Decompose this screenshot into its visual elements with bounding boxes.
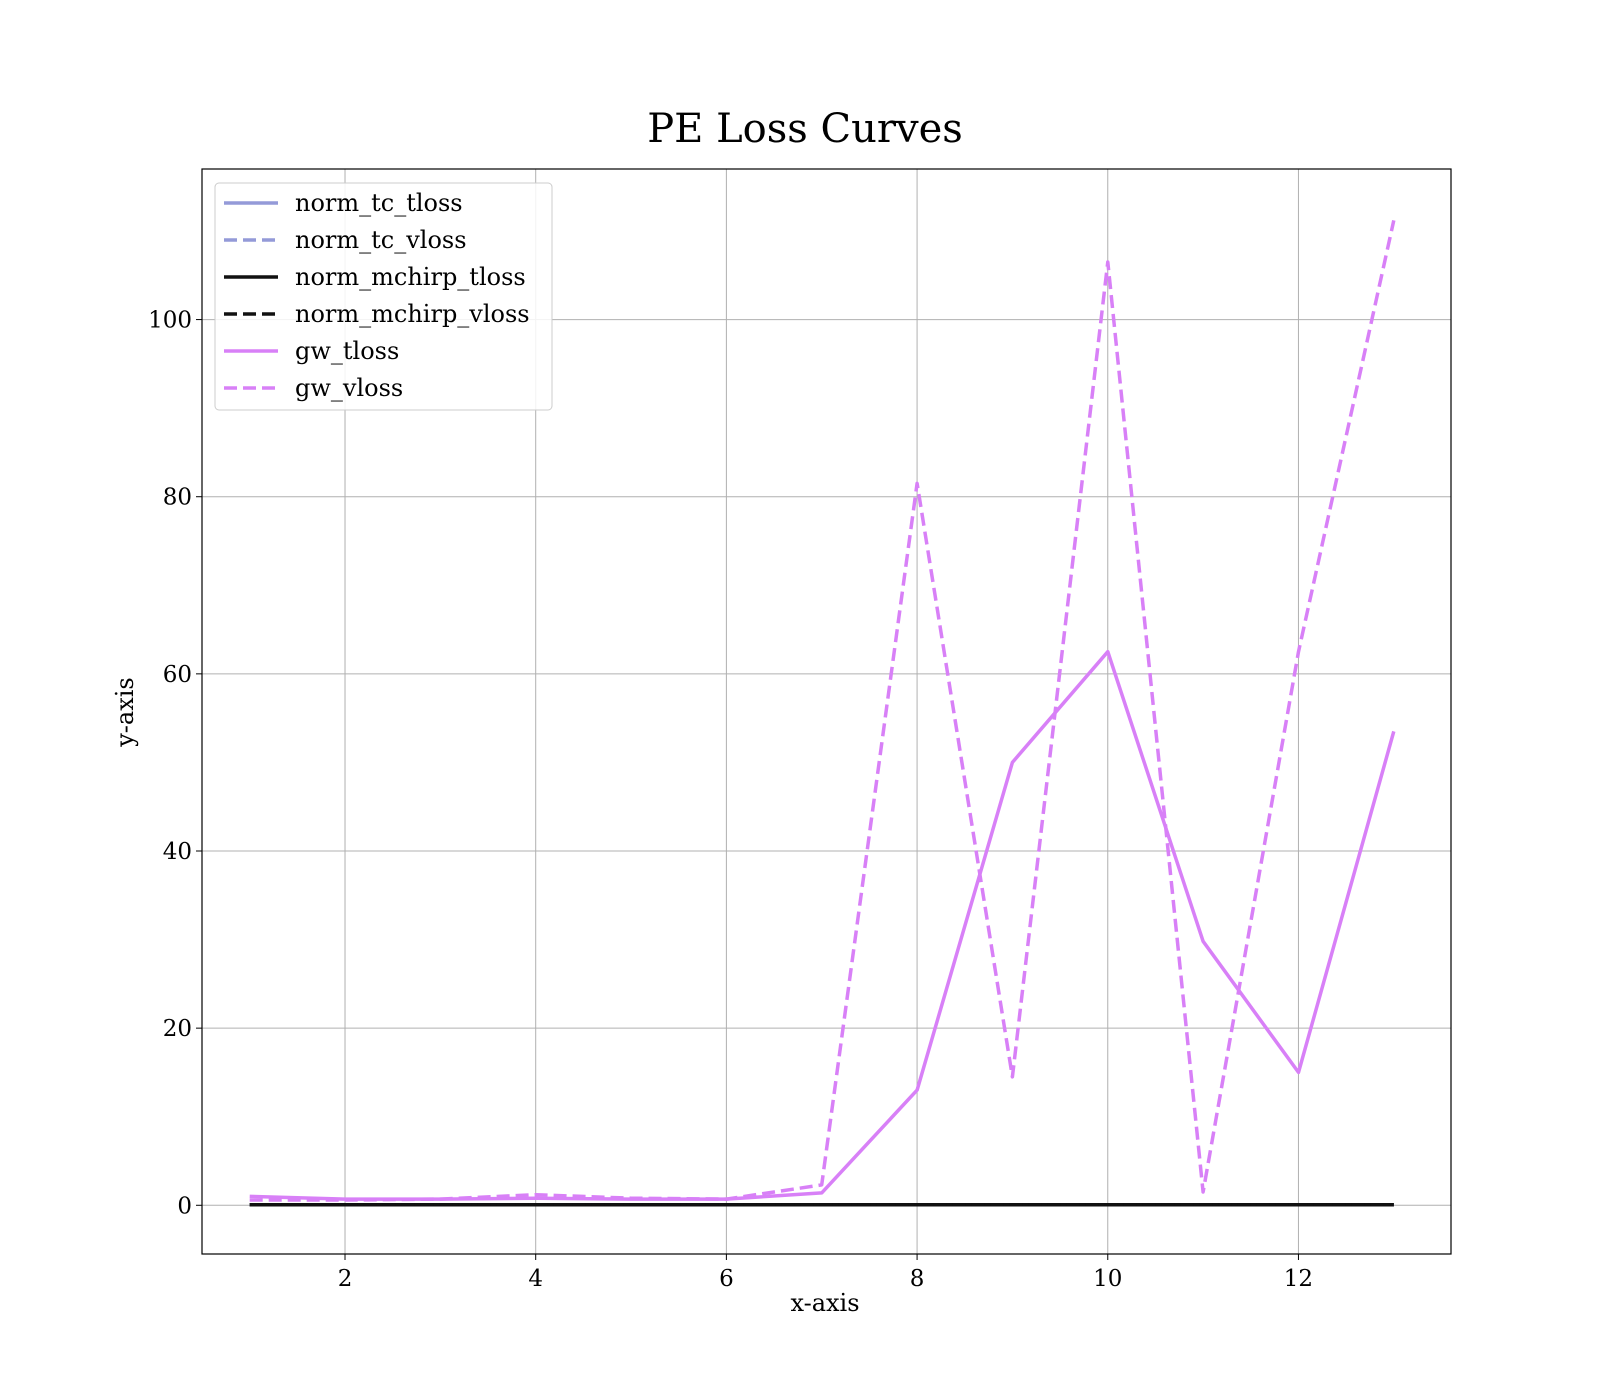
y-tick-label: 60 xyxy=(163,662,192,688)
y-tick-label: 80 xyxy=(163,485,192,511)
x-tick-label: 10 xyxy=(1093,1266,1122,1292)
y-tick-label: 100 xyxy=(148,308,192,334)
legend: norm_tc_tloss norm_tc_vloss norm_mchirp_tl… xyxy=(214,182,553,411)
axis-ticks: 2 4 6 8 10 12 0 20 40 60 80 100 xyxy=(148,308,1313,1292)
x-tick-label: 8 xyxy=(910,1266,925,1292)
y-tick-label: 20 xyxy=(163,1016,192,1042)
y-tick-label: 0 xyxy=(177,1193,192,1219)
series-lines xyxy=(249,220,1396,1207)
legend-box xyxy=(214,182,553,411)
legend-label: gw_tloss xyxy=(295,337,399,365)
x-axis-label: x-axis xyxy=(790,1289,859,1317)
legend-label: norm_mchirp_vloss xyxy=(295,300,530,328)
x-tick-label: 2 xyxy=(338,1266,353,1292)
x-tick-label: 12 xyxy=(1284,1266,1313,1292)
legend-label: gw_vloss xyxy=(295,374,403,402)
legend-label: norm_tc_tloss xyxy=(295,189,463,217)
series-line-gw-vloss xyxy=(249,220,1396,1202)
x-tick-label: 4 xyxy=(528,1266,543,1292)
legend-label: norm_mchirp_tloss xyxy=(295,263,526,291)
x-tick-label: 6 xyxy=(719,1266,734,1292)
chart-title: PE Loss Curves xyxy=(647,106,963,152)
y-axis-label: y-axis xyxy=(111,677,139,748)
plot-frame xyxy=(201,168,1452,1255)
series-line-gw-tloss xyxy=(249,649,1396,1201)
legend-label: norm_tc_vloss xyxy=(295,226,467,254)
y-tick-label: 40 xyxy=(163,839,192,865)
